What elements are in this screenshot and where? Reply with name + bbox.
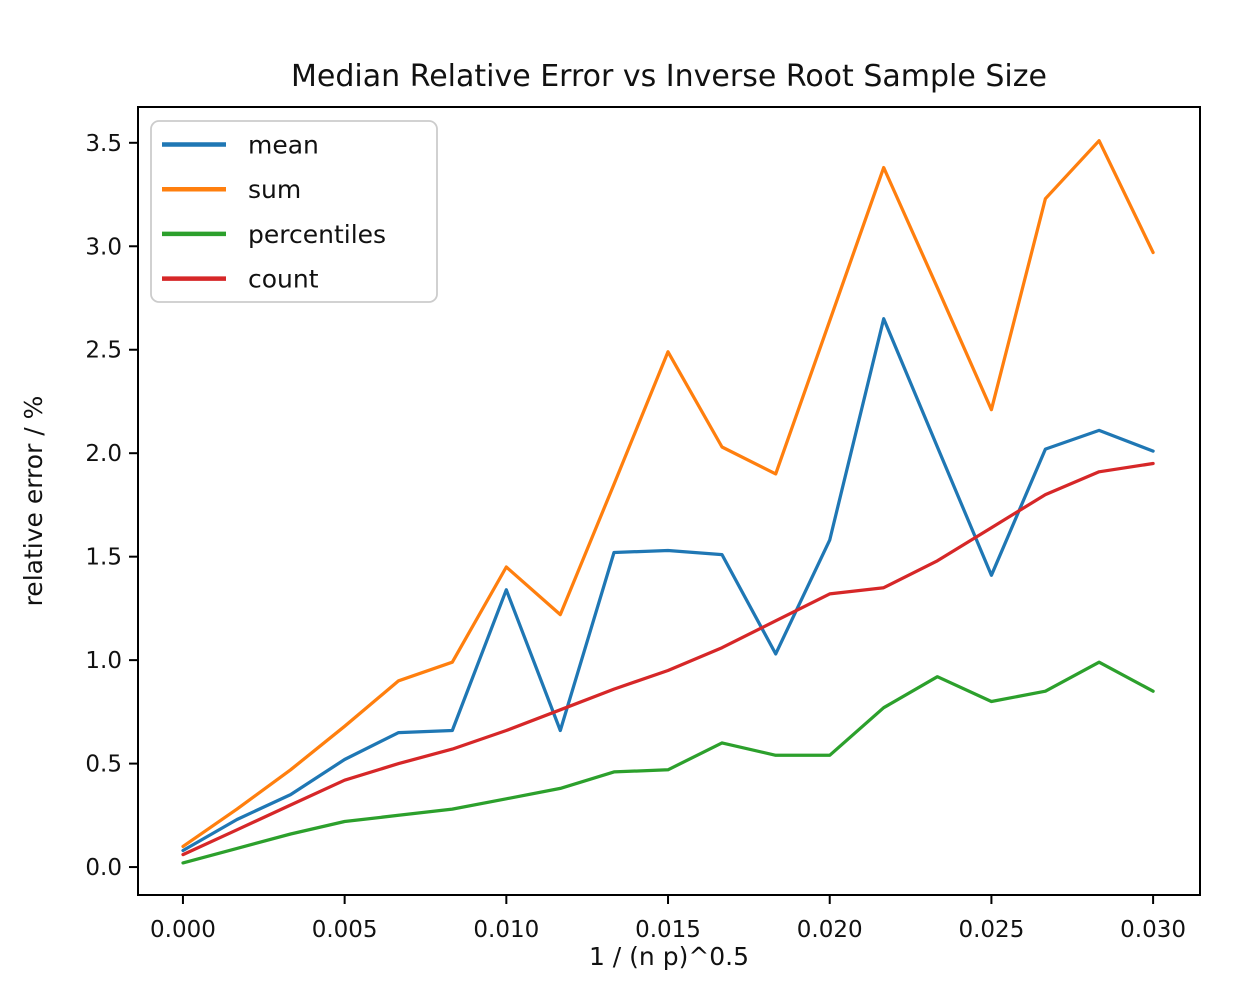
legend-label: percentiles [248, 220, 386, 249]
y-tick-label: 3.5 [85, 131, 122, 157]
x-axis-label: 1 / (n p)^0.5 [589, 942, 749, 971]
y-tick-label: 2.0 [85, 441, 122, 467]
y-tick-label: 3.0 [85, 234, 122, 260]
legend-label: sum [248, 175, 301, 204]
y-axis-ticks: 0.0 0.5 1.0 1.5 2.0 2.5 3.0 3.5 [85, 131, 138, 881]
x-tick-label: 0.015 [635, 917, 701, 943]
legend-item-count: count [162, 265, 319, 294]
y-tick-label: 2.5 [85, 338, 122, 364]
x-axis-ticks: 0.000 0.005 0.010 0.015 0.020 0.025 0.030 [150, 895, 1186, 943]
legend-item-mean: mean [162, 131, 319, 160]
legend-box [150, 120, 438, 303]
series-line-count [181, 461, 1155, 857]
legend-label: mean [248, 131, 319, 160]
y-axis-label: relative error / % [19, 396, 48, 607]
x-tick-label: 0.000 [150, 917, 216, 943]
series-line-sum [181, 139, 1155, 849]
y-tick-label: 0.0 [85, 855, 122, 881]
series-line-mean [181, 317, 1155, 853]
chart-title: Median Relative Error vs Inverse Root Sa… [291, 59, 1047, 94]
series-line-percentiles [181, 660, 1155, 865]
legend-label: count [248, 265, 319, 294]
y-tick-label: 0.5 [85, 752, 122, 778]
legend-item-sum: sum [162, 175, 301, 204]
x-tick-label: 0.020 [797, 917, 863, 943]
x-tick-label: 0.005 [312, 917, 378, 943]
x-tick-label: 0.030 [1120, 917, 1186, 943]
y-tick-label: 1.0 [85, 648, 122, 674]
x-tick-label: 0.025 [958, 917, 1024, 943]
series-lines [181, 139, 1155, 865]
y-tick-label: 1.5 [85, 545, 122, 571]
legend: mean sum percentiles count [150, 120, 438, 303]
x-tick-label: 0.010 [473, 917, 539, 943]
legend-item-percentiles: percentiles [162, 220, 386, 249]
